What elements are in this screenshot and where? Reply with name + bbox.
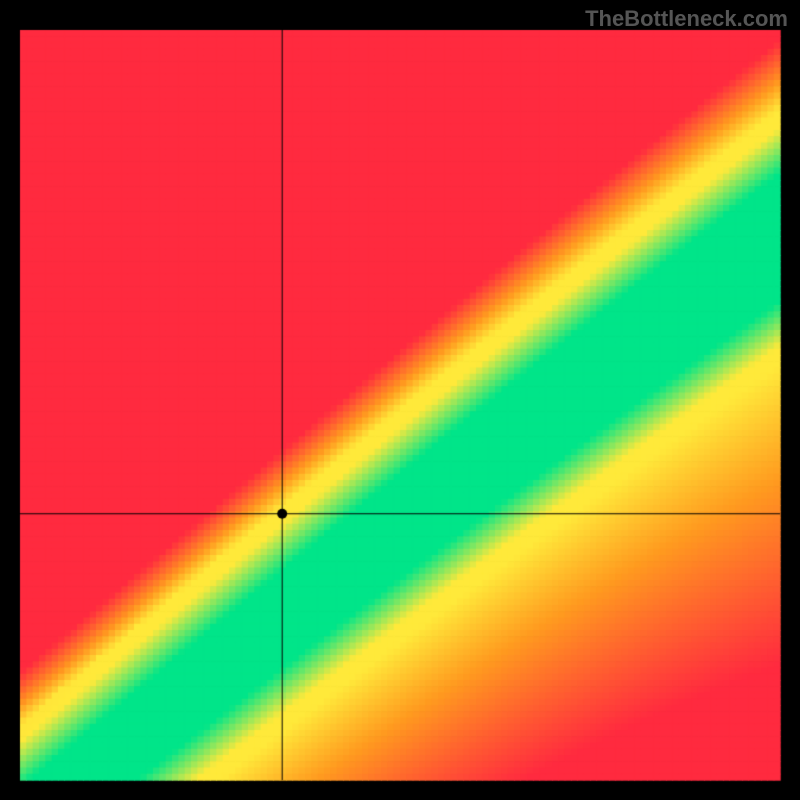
bottleneck-heatmap-container: TheBottleneck.com xyxy=(0,0,800,800)
watermark-text: TheBottleneck.com xyxy=(585,6,788,32)
heatmap-canvas xyxy=(0,0,800,800)
